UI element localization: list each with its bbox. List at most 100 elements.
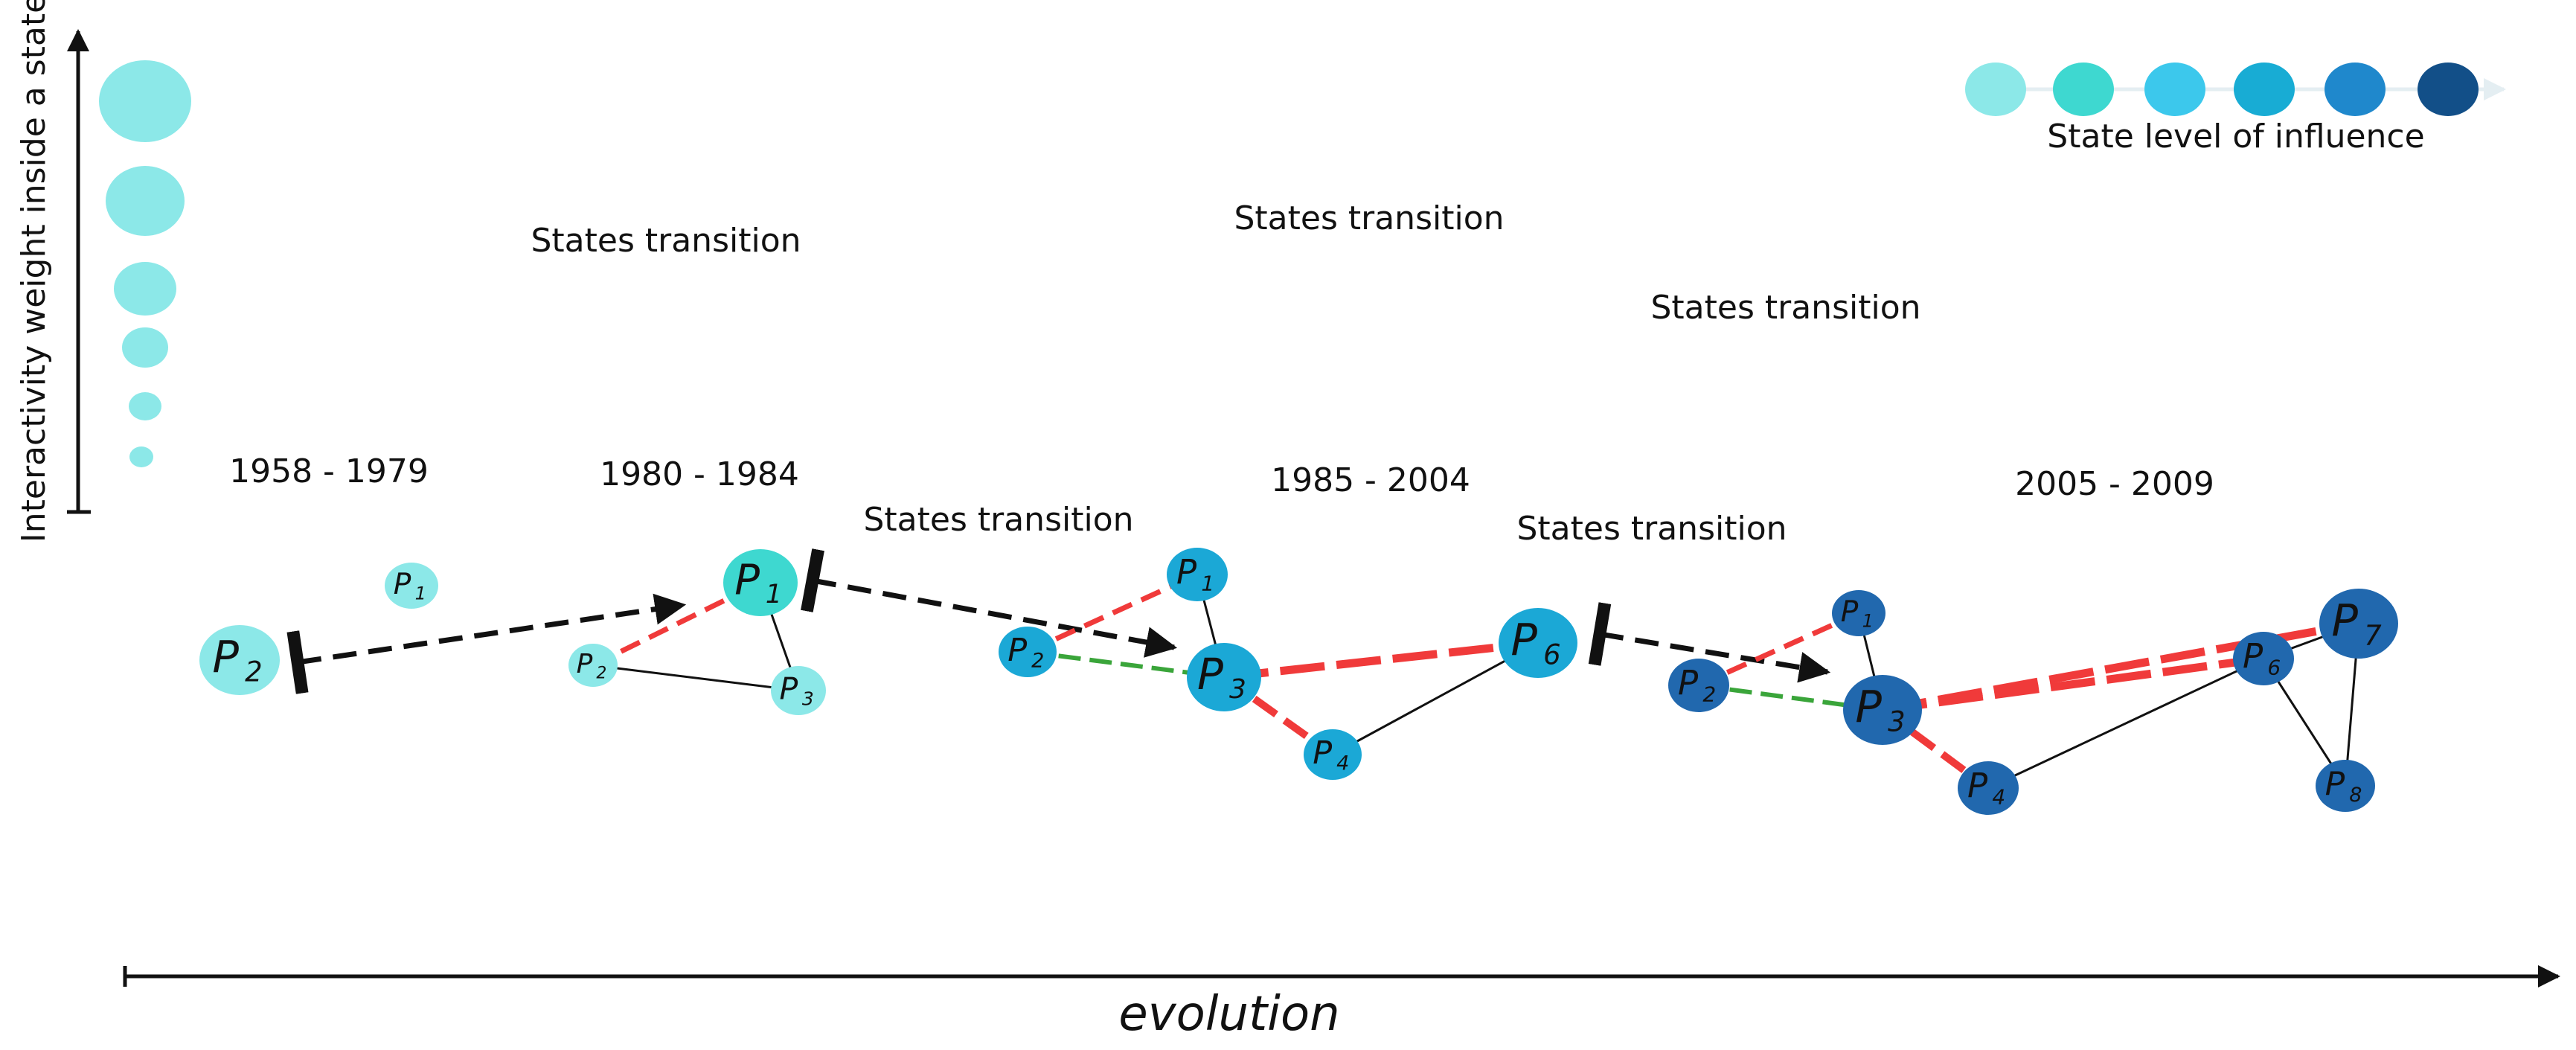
period-label-1958-1979: 1958 - 1979 [229,452,429,490]
node-circle-g4-p4 [1958,761,2019,815]
node-subscript-g3-p1: 1 [1201,572,1214,596]
node-circle-g4-p6 [2233,632,2294,685]
y-axis: Interactivity weight inside a state [15,0,91,542]
node-subscript-g4-p7: 7 [2364,619,2382,651]
edge-g4-p4-g4-p6 [1987,657,2264,790]
legend-swatch-6 [2418,63,2479,116]
legend-swatch-1 [1965,63,2026,116]
node-subscript-g2-p3: 3 [802,688,814,710]
node-label-g4-p3: P [1855,682,1882,733]
edge-g4-p3-g4-p6 [1882,654,2264,714]
state-edges [592,572,2360,792]
y-axis-label: Interactivity weight inside a state [15,0,53,542]
weight-level-3 [122,327,168,368]
node-subscript-g4-p4: 4 [1992,785,2005,810]
period-label-2005-2009: 2005 - 2009 [2015,465,2214,503]
node-circle-g3-p6 [1499,608,1577,678]
node-circle-g4-p2 [1668,659,1729,712]
node-label-g1-p1: P [394,568,411,601]
node-circle-g4-p8 [2316,760,2375,812]
legend-swatch-4 [2234,63,2295,116]
node-circle-g3-p2 [999,627,1057,677]
transition-label-4: States transition [1651,289,1921,327]
node-subscript-g4-p8: 8 [2349,784,2362,807]
node-circle-g1-p1 [385,563,438,609]
node-subscript-g2-p2: 2 [596,664,606,682]
transition-arrow-1 [286,593,687,694]
weight-level-4 [114,262,176,316]
state-nodes: P 1P 2P 1P 2 P 3P 1P 2 P 3P 4P 6P 1P 2 P 3P 4P 6P 7P 8 [199,548,2398,815]
weight-level-2 [129,392,161,420]
transition-arrow-3 [1588,602,1831,683]
legend-swatch-5 [2325,63,2386,116]
edge-g3-p4-g3-p6 [1332,641,1539,756]
transition-label-1: States transition [531,222,801,260]
transition-label-5: States transition [1517,510,1787,548]
weight-level-5 [106,166,185,236]
node-label-g3-p4: P [1313,734,1332,772]
node-label-g1-p2: P [212,632,239,683]
node-label-g2-p1: P [734,557,760,605]
legend-swatch-3 [2144,63,2205,116]
node-circle-g4-p7 [2319,589,2398,659]
node-label-g4-p6: P [2243,637,2263,676]
node-label-g4-p2: P [1678,664,1699,703]
node-label-g3-p2: P [1007,632,1027,669]
legend-swatches [1965,63,2479,116]
node-subscript-g1-p2: 2 [245,656,263,688]
edge-g2-p2-g2-p3 [592,664,799,692]
node-circle-g3-p3 [1187,643,1261,711]
node-subscript-g4-p2: 2 [1702,682,1716,707]
node-label-g4-p7: P [2331,595,2358,647]
transition-arrow-2 [801,548,1178,658]
node-subscript-g4-p1: 1 [1862,611,1874,632]
node-label-g4-p1: P [1841,595,1859,629]
weight-level-6 [99,60,191,142]
node-label-g4-p4: P [1967,766,1988,806]
node-subscript-g4-p6: 6 [2267,656,2281,680]
node-label-g3-p6: P [1510,615,1537,666]
node-circle-g4-p1 [1832,590,1885,636]
node-label-g2-p2: P [577,649,593,679]
edge-g3-p3-g3-p6 [1223,638,1539,682]
transition-labels: States transition States transition Stat… [531,199,1921,548]
node-subscript-g1-p1: 1 [415,583,426,604]
node-label-g3-p3: P [1197,649,1223,700]
node-circle-g1-p2 [199,625,280,695]
node-circle-g3-p4 [1304,729,1362,780]
node-circle-g2-p1 [723,549,798,616]
period-label-1985-2004: 1985 - 2004 [1271,461,1470,499]
node-subscript-g3-p4: 4 [1336,752,1349,775]
node-subscript-g3-p3: 3 [1229,674,1246,705]
period-labels: 1958 - 1979 1980 - 1984 1985 - 2004 2005… [229,452,2214,503]
node-circle-g3-p1 [1167,548,1228,601]
node-circle-g2-p3 [771,666,826,715]
node-subscript-g3-p2: 2 [1031,650,1044,673]
node-subscript-g4-p3: 3 [1888,705,1906,737]
node-label-g3-p1: P [1176,553,1197,592]
weight-level-1 [129,446,153,467]
legend: State level of influence [1965,63,2506,156]
node-circle-g4-p3 [1843,675,1922,745]
node-label-g2-p3: P [780,670,798,706]
node-circle-g2-p2 [568,644,618,687]
node-subscript-g2-p1: 1 [766,580,782,609]
x-axis-label: evolution [1118,987,1339,1042]
legend-swatch-2 [2053,63,2114,116]
